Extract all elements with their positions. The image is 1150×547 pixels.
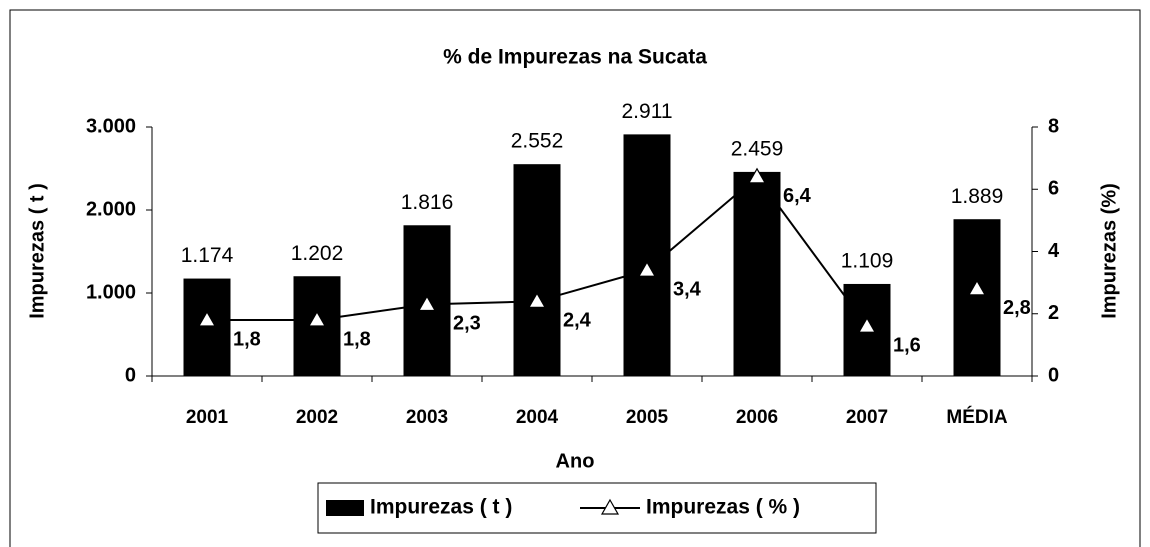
bar-value-label: 2.552 — [511, 130, 564, 153]
bar — [183, 278, 231, 376]
line-value-label: 2,8 — [1003, 297, 1031, 319]
y2-tick-label: 0 — [1048, 364, 1059, 386]
line-marker — [857, 316, 877, 333]
y-tick-label: 2.000 — [86, 198, 136, 220]
line-marker — [307, 310, 327, 327]
bar — [623, 134, 671, 376]
bar-value-label: 1.816 — [401, 191, 454, 214]
x-tick-label: 2003 — [406, 407, 448, 428]
x-tick-label: 2004 — [516, 407, 559, 428]
y-tick-label: 1.000 — [86, 281, 136, 303]
y2-tick-label: 6 — [1048, 178, 1059, 200]
line-value-label: 6,4 — [783, 185, 812, 207]
y2-axis-title: Impurezas (%) — [1098, 183, 1120, 319]
x-tick-label: 2005 — [626, 407, 669, 428]
y-axis-title: Impurezas ( t ) — [26, 183, 48, 319]
y-tick-label: 3.000 — [86, 115, 136, 137]
bar-value-label: 2.911 — [622, 100, 673, 123]
line-value-label: 3,4 — [673, 278, 702, 300]
line-value-label: 1,8 — [233, 328, 261, 350]
line-marker — [967, 279, 987, 296]
bar-value-label: 1.889 — [951, 185, 1004, 208]
bar — [513, 164, 561, 376]
line-value-label: 1,8 — [343, 328, 371, 350]
chart-frame — [9, 9, 1141, 547]
line-marker — [527, 292, 547, 308]
chart-title: % de Impurezas na Sucata — [443, 46, 707, 69]
line-marker — [747, 167, 767, 184]
line-value-label: 1,6 — [893, 334, 921, 356]
legend-label: Impurezas ( t ) — [370, 496, 512, 519]
x-tick-label: 2006 — [736, 407, 778, 428]
line-marker — [197, 310, 217, 327]
x-tick-label: 2001 — [186, 407, 229, 428]
x-tick-label: 2002 — [296, 407, 338, 428]
bar-value-label: 2.459 — [731, 137, 784, 160]
bar — [733, 171, 781, 376]
y2-tick-label: 2 — [1048, 302, 1059, 324]
bar-value-label: 1.109 — [841, 249, 894, 272]
line-marker — [637, 260, 657, 277]
y2-tick-label: 8 — [1048, 115, 1059, 137]
line-marker — [417, 295, 437, 312]
legend-swatch — [326, 500, 364, 516]
line-value-label: 2,4 — [563, 310, 592, 332]
x-tick-label: 2007 — [846, 407, 888, 428]
line-value-label: 2,3 — [453, 313, 481, 335]
legend-label: Impurezas ( % ) — [646, 496, 800, 519]
y-tick-label: 0 — [125, 364, 136, 386]
y2-tick-label: 4 — [1048, 240, 1060, 262]
bar-value-label: 1.202 — [291, 242, 344, 265]
legend-marker — [600, 498, 620, 515]
x-tick-label: MÉDIA — [946, 406, 1008, 428]
x-axis-title: Ano — [556, 450, 595, 472]
bar-value-label: 1.174 — [181, 244, 234, 267]
bar — [953, 219, 1001, 376]
